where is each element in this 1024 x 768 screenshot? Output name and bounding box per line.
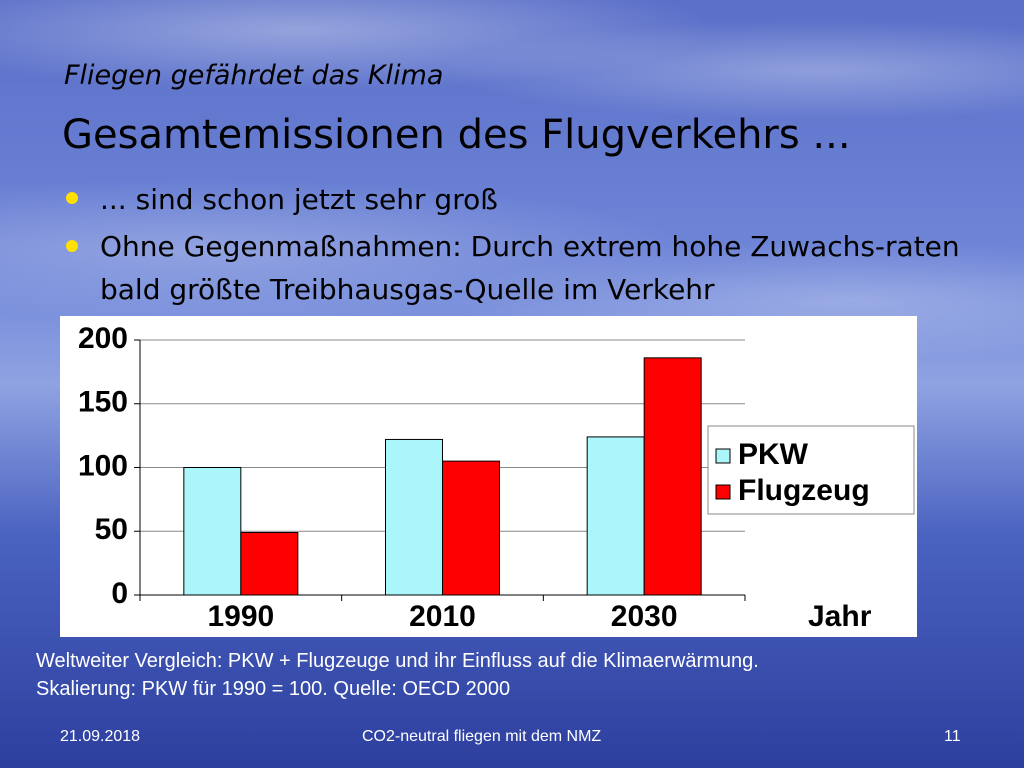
x-tick-label: 2010 (409, 600, 476, 633)
footer-page: 11 (944, 728, 961, 745)
bar (385, 438, 443, 596)
legend-label: Flugzeug (738, 474, 870, 507)
caption: Weltweiter Vergleich: PKW + Flugzeuge un… (36, 650, 759, 672)
footer-date: 21.09.2018 (60, 728, 141, 745)
x-axis-label: Jahr (808, 600, 872, 633)
bullet: ... sind schon jetzt sehr groß (100, 183, 498, 216)
y-tick-label: 50 (95, 513, 128, 546)
bar (183, 467, 242, 596)
footer-center: CO2-neutral fliegen mit dem NMZ (362, 728, 602, 745)
x-tick-label: 2030 (611, 600, 678, 633)
y-tick-label: 200 (78, 322, 128, 355)
x-tick-label: 1990 (207, 600, 274, 633)
bar (442, 460, 500, 596)
legend-swatch (715, 484, 731, 500)
bar (586, 436, 645, 596)
legend-box (707, 425, 915, 515)
y-tick-label: 0 (111, 577, 128, 610)
y-tick-label: 150 (78, 386, 128, 419)
y-tick-label: 100 (78, 449, 128, 482)
legend-swatch (715, 448, 731, 464)
legend-label: PKW (738, 438, 809, 471)
bullet-dot (66, 192, 78, 204)
bar (643, 357, 702, 596)
bullet: Ohne Gegenmaßnahmen: Durch extrem hohe Z… (100, 230, 960, 306)
caption: Skalierung: PKW für 1990 = 100. Quelle: … (36, 678, 511, 700)
bar (240, 532, 299, 596)
bullet-dot (66, 240, 78, 252)
title: Gesamtemissionen des Flugverkehrs ... (62, 112, 851, 158)
subtitle: Fliegen gefährdet das Klima (64, 60, 444, 91)
